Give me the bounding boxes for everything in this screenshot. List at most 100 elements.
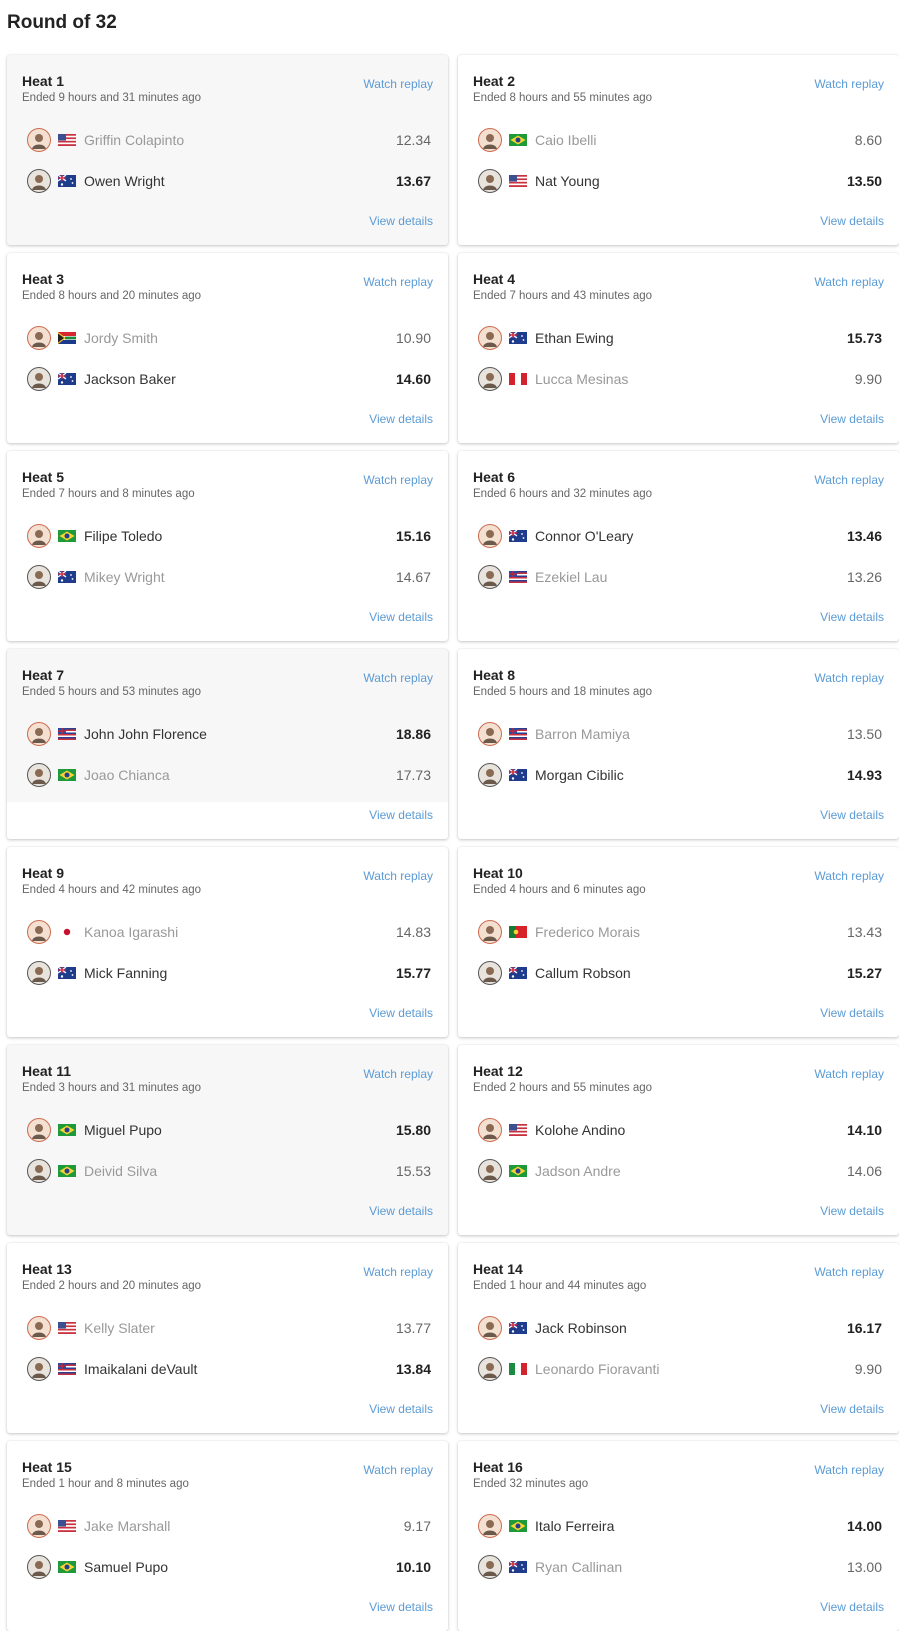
athlete-row[interactable]: Griffin Colapinto 12.34 [27, 127, 431, 153]
athlete-avatar [478, 367, 502, 391]
flag-icon [502, 1520, 527, 1532]
athlete-score: 13.46 [846, 528, 882, 544]
athlete-avatar [478, 1159, 502, 1183]
view-details-link[interactable]: View details [369, 214, 433, 228]
heat-card[interactable]: Heat 11 Ended 3 hours and 31 minutes ago… [7, 1045, 448, 1235]
athlete-row[interactable]: Owen Wright 13.67 [27, 168, 431, 194]
heat-card[interactable]: Heat 7 Ended 5 hours and 53 minutes ago … [7, 649, 448, 839]
athlete-row[interactable]: Barron Mamiya 13.50 [478, 721, 882, 747]
watch-replay-link[interactable]: Watch replay [814, 1265, 884, 1279]
view-details-link[interactable]: View details [820, 412, 884, 426]
athlete-row[interactable]: Deivid Silva 15.53 [27, 1158, 431, 1184]
watch-replay-link[interactable]: Watch replay [363, 275, 433, 289]
athlete-row[interactable]: Frederico Morais 13.43 [478, 919, 882, 945]
flag-icon [502, 530, 527, 542]
athlete-name: Filipe Toledo [84, 528, 163, 544]
flag-icon [51, 134, 76, 146]
athlete-row[interactable]: Samuel Pupo 10.10 [27, 1554, 431, 1580]
heat-status: Ended 7 hours and 8 minutes ago [22, 488, 195, 500]
watch-replay-link[interactable]: Watch replay [363, 1463, 433, 1477]
heat-card[interactable]: Heat 16 Ended 32 minutes ago Watch repla… [458, 1441, 899, 1631]
athlete-row[interactable]: Caio Ibelli 8.60 [478, 127, 882, 153]
heat-card[interactable]: Heat 2 Ended 8 hours and 55 minutes ago … [458, 55, 899, 245]
athlete-name: Leonardo Fioravanti [535, 1361, 660, 1377]
athlete-row[interactable]: Miguel Pupo 15.80 [27, 1117, 431, 1143]
view-details-link[interactable]: View details [369, 808, 433, 822]
watch-replay-link[interactable]: Watch replay [814, 1463, 884, 1477]
athlete-row[interactable]: Jake Marshall 9.17 [27, 1513, 431, 1539]
athlete-score: 14.83 [395, 924, 431, 940]
heat-card[interactable]: Heat 5 Ended 7 hours and 8 minutes ago W… [7, 451, 448, 641]
view-details-link[interactable]: View details [820, 1402, 884, 1416]
heat-card[interactable]: Heat 4 Ended 7 hours and 43 minutes ago … [458, 253, 899, 443]
watch-replay-link[interactable]: Watch replay [363, 1265, 433, 1279]
athlete-row[interactable]: Ezekiel Lau 13.26 [478, 564, 882, 590]
athlete-row[interactable]: John John Florence 18.86 [27, 721, 431, 747]
heat-card[interactable]: Heat 12 Ended 2 hours and 55 minutes ago… [458, 1045, 899, 1235]
view-details-link[interactable]: View details [820, 214, 884, 228]
watch-replay-link[interactable]: Watch replay [814, 869, 884, 883]
athlete-row[interactable]: Italo Ferreira 14.00 [478, 1513, 882, 1539]
watch-replay-link[interactable]: Watch replay [363, 473, 433, 487]
athlete-score: 12.34 [395, 132, 431, 148]
heat-card[interactable]: Heat 1 Ended 9 hours and 31 minutes ago … [7, 55, 448, 245]
athlete-row[interactable]: Mikey Wright 14.67 [27, 564, 431, 590]
athlete-row[interactable]: Lucca Mesinas 9.90 [478, 366, 882, 392]
heat-title: Heat 16 [473, 1459, 523, 1475]
athlete-row[interactable]: Kelly Slater 13.77 [27, 1315, 431, 1341]
watch-replay-link[interactable]: Watch replay [814, 275, 884, 289]
view-details-link[interactable]: View details [820, 610, 884, 624]
athlete-row[interactable]: Ryan Callinan 13.00 [478, 1554, 882, 1580]
heat-card[interactable]: Heat 13 Ended 2 hours and 20 minutes ago… [7, 1243, 448, 1433]
view-details-link[interactable]: View details [369, 1006, 433, 1020]
watch-replay-link[interactable]: Watch replay [814, 671, 884, 685]
heat-card[interactable]: Heat 9 Ended 4 hours and 42 minutes ago … [7, 847, 448, 1037]
athlete-row[interactable]: Jackson Baker 14.60 [27, 366, 431, 392]
athlete-name: Griffin Colapinto [84, 132, 185, 148]
view-details-link[interactable]: View details [820, 808, 884, 822]
athlete-name: Samuel Pupo [84, 1559, 169, 1575]
watch-replay-link[interactable]: Watch replay [814, 1067, 884, 1081]
athlete-row[interactable]: Filipe Toledo 15.16 [27, 523, 431, 549]
view-details-link[interactable]: View details [369, 610, 433, 624]
heat-status: Ended 8 hours and 20 minutes ago [22, 290, 202, 302]
heat-card[interactable]: Heat 10 Ended 4 hours and 6 minutes ago … [458, 847, 899, 1037]
watch-replay-link[interactable]: Watch replay [814, 77, 884, 91]
athlete-row[interactable]: Kanoa Igarashi 14.83 [27, 919, 431, 945]
view-details-link[interactable]: View details [369, 1402, 433, 1416]
athlete-row[interactable]: Leonardo Fioravanti 9.90 [478, 1356, 882, 1382]
athlete-name: Jake Marshall [84, 1518, 171, 1534]
view-details-link[interactable]: View details [369, 412, 433, 426]
watch-replay-link[interactable]: Watch replay [363, 869, 433, 883]
view-details-link[interactable]: View details [820, 1204, 884, 1218]
heat-title: Heat 13 [22, 1261, 72, 1277]
heat-card[interactable]: Heat 15 Ended 1 hour and 8 minutes ago W… [7, 1441, 448, 1631]
athlete-row[interactable]: Mick Fanning 15.77 [27, 960, 431, 986]
heat-card[interactable]: Heat 14 Ended 1 hour and 44 minutes ago … [458, 1243, 899, 1433]
heat-card[interactable]: Heat 3 Ended 8 hours and 20 minutes ago … [7, 253, 448, 443]
athlete-row[interactable]: Callum Robson 15.27 [478, 960, 882, 986]
athlete-row[interactable]: Imaikalani deVault 13.84 [27, 1356, 431, 1382]
watch-replay-link[interactable]: Watch replay [363, 1067, 433, 1081]
view-details-link[interactable]: View details [820, 1006, 884, 1020]
athlete-row[interactable]: Kolohe Andino 14.10 [478, 1117, 882, 1143]
watch-replay-link[interactable]: Watch replay [363, 77, 433, 91]
view-details-link[interactable]: View details [369, 1204, 433, 1218]
view-details-link[interactable]: View details [820, 1600, 884, 1614]
watch-replay-link[interactable]: Watch replay [814, 473, 884, 487]
athlete-avatar [478, 1316, 502, 1340]
athlete-row[interactable]: Connor O'Leary 13.46 [478, 523, 882, 549]
view-details-link[interactable]: View details [369, 1600, 433, 1614]
athlete-row[interactable]: Joao Chianca 17.73 [27, 762, 431, 788]
athlete-row[interactable]: Jack Robinson 16.17 [478, 1315, 882, 1341]
athlete-row[interactable]: Ethan Ewing 15.73 [478, 325, 882, 351]
heat-status: Ended 2 hours and 20 minutes ago [22, 1280, 202, 1292]
heat-card[interactable]: Heat 6 Ended 6 hours and 32 minutes ago … [458, 451, 899, 641]
athlete-row[interactable]: Morgan Cibilic 14.93 [478, 762, 882, 788]
athlete-row[interactable]: Nat Young 13.50 [478, 168, 882, 194]
athlete-row[interactable]: Jadson Andre 14.06 [478, 1158, 882, 1184]
heat-card[interactable]: Heat 8 Ended 5 hours and 18 minutes ago … [458, 649, 899, 839]
athlete-row[interactable]: Jordy Smith 10.90 [27, 325, 431, 351]
flag-icon [502, 728, 527, 740]
watch-replay-link[interactable]: Watch replay [363, 671, 433, 685]
